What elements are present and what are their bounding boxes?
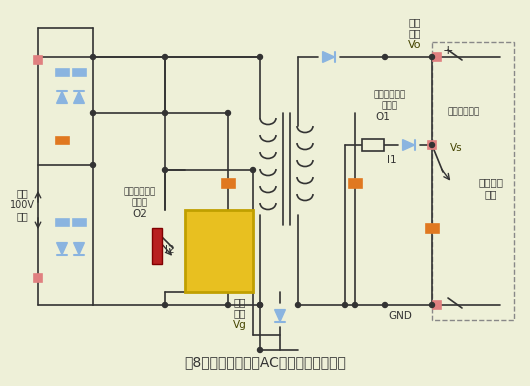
Text: 充電: 充電: [212, 232, 226, 244]
Circle shape: [91, 54, 95, 59]
Text: 移動端末
本体: 移動端末 本体: [479, 177, 504, 199]
Bar: [34, 56, 42, 64]
Circle shape: [258, 303, 262, 308]
Circle shape: [383, 54, 387, 59]
Bar: [185, 210, 253, 292]
Circle shape: [251, 168, 255, 173]
Polygon shape: [57, 242, 67, 255]
Text: 交流
100V
入力: 交流 100V 入力: [10, 188, 34, 222]
Bar: [428, 141, 436, 149]
Polygon shape: [74, 242, 84, 255]
Bar: [426, 223, 438, 232]
Bar: [433, 53, 441, 61]
Text: Vs: Vs: [449, 143, 462, 153]
Bar: [432, 42, 514, 320]
Text: 電圧: 電圧: [409, 28, 421, 38]
Text: 送信側: 送信側: [382, 102, 398, 110]
Polygon shape: [74, 91, 84, 103]
Text: 受信側: 受信側: [132, 198, 148, 208]
Circle shape: [383, 303, 387, 308]
Bar: [73, 218, 85, 225]
Bar: [222, 178, 234, 188]
Text: 電源: 電源: [212, 217, 226, 230]
Bar: [56, 137, 68, 144]
Text: O1: O1: [376, 112, 391, 122]
Circle shape: [258, 347, 262, 352]
Text: +: +: [443, 44, 453, 56]
Polygon shape: [275, 310, 285, 322]
Circle shape: [429, 54, 435, 59]
Circle shape: [163, 110, 167, 115]
Bar: [34, 274, 42, 282]
Text: 信号: 信号: [234, 308, 246, 318]
Text: 制御: 制御: [234, 297, 246, 307]
Circle shape: [429, 303, 435, 308]
Bar: [349, 178, 361, 188]
Circle shape: [91, 110, 95, 115]
Text: 図8　低待機電力型ACアダプタの試作例: 図8 低待機電力型ACアダプタの試作例: [184, 355, 346, 369]
Text: Vo: Vo: [408, 40, 422, 50]
Circle shape: [429, 142, 435, 147]
Circle shape: [296, 303, 301, 308]
Circle shape: [163, 54, 167, 59]
Bar: [56, 218, 68, 225]
Polygon shape: [57, 91, 67, 103]
Bar: [362, 139, 384, 151]
Text: 負荷検出端子: 負荷検出端子: [448, 107, 480, 117]
Text: I2: I2: [165, 245, 175, 255]
Circle shape: [258, 303, 262, 308]
Text: IC: IC: [213, 259, 225, 273]
Bar: [73, 68, 85, 76]
Text: 出力: 出力: [409, 17, 421, 27]
Polygon shape: [403, 140, 414, 151]
Text: 制御: 制御: [212, 245, 226, 259]
Polygon shape: [323, 52, 334, 63]
Text: Vg: Vg: [233, 320, 247, 330]
Text: GND: GND: [388, 311, 412, 321]
Text: I1: I1: [387, 155, 397, 165]
Circle shape: [163, 168, 167, 173]
Text: フォトカプラ: フォトカプラ: [374, 90, 406, 100]
Circle shape: [91, 163, 95, 168]
Circle shape: [258, 54, 262, 59]
Text: O2: O2: [132, 209, 147, 219]
Circle shape: [225, 110, 231, 115]
Bar: [152, 228, 162, 264]
Bar: [56, 68, 68, 76]
Text: フォトカプラ: フォトカプラ: [124, 188, 156, 196]
Circle shape: [225, 303, 231, 308]
Circle shape: [352, 303, 358, 308]
Circle shape: [342, 303, 348, 308]
Bar: [433, 301, 441, 309]
Circle shape: [163, 303, 167, 308]
